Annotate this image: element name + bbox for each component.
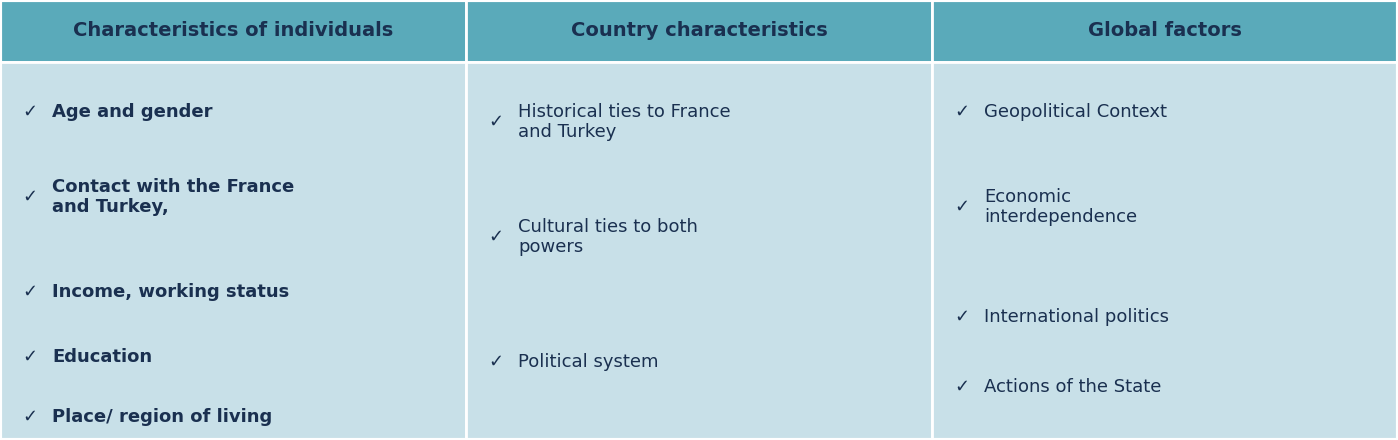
Bar bbox=[466, 62, 932, 440]
Text: Political system: Political system bbox=[519, 353, 658, 371]
Text: interdependence: interdependence bbox=[984, 208, 1137, 226]
Bar bbox=[932, 0, 1398, 62]
Text: ✓: ✓ bbox=[953, 308, 969, 326]
Text: Country characteristics: Country characteristics bbox=[570, 22, 828, 40]
Text: ✓: ✓ bbox=[488, 353, 503, 371]
Text: ✓: ✓ bbox=[488, 228, 503, 246]
Text: ✓: ✓ bbox=[488, 113, 503, 131]
Text: and Turkey,: and Turkey, bbox=[52, 198, 169, 216]
Text: Global factors: Global factors bbox=[1088, 22, 1241, 40]
Text: Contact with the France: Contact with the France bbox=[52, 178, 294, 196]
Text: International politics: International politics bbox=[984, 308, 1169, 326]
Text: ✓: ✓ bbox=[22, 188, 38, 206]
Text: and Turkey: and Turkey bbox=[519, 123, 617, 141]
Text: Geopolitical Context: Geopolitical Context bbox=[984, 103, 1167, 121]
Text: Place/ region of living: Place/ region of living bbox=[52, 408, 273, 426]
Bar bbox=[0, 0, 466, 62]
Text: Cultural ties to both: Cultural ties to both bbox=[519, 218, 698, 236]
Text: Income, working status: Income, working status bbox=[52, 283, 289, 301]
Bar bbox=[466, 0, 932, 62]
Text: ✓: ✓ bbox=[22, 283, 38, 301]
Text: Historical ties to France: Historical ties to France bbox=[519, 103, 731, 121]
Text: Education: Education bbox=[52, 348, 152, 366]
Text: ✓: ✓ bbox=[22, 408, 38, 426]
Text: Characteristics of individuals: Characteristics of individuals bbox=[73, 22, 393, 40]
Text: ✓: ✓ bbox=[953, 103, 969, 121]
Text: Age and gender: Age and gender bbox=[52, 103, 212, 121]
Text: ✓: ✓ bbox=[953, 378, 969, 396]
Bar bbox=[932, 62, 1398, 440]
Bar bbox=[0, 62, 466, 440]
Text: ✓: ✓ bbox=[953, 198, 969, 216]
Text: ✓: ✓ bbox=[22, 348, 38, 366]
Text: Economic: Economic bbox=[984, 188, 1071, 206]
Text: powers: powers bbox=[519, 238, 583, 256]
Text: Actions of the State: Actions of the State bbox=[984, 378, 1162, 396]
Text: ✓: ✓ bbox=[22, 103, 38, 121]
